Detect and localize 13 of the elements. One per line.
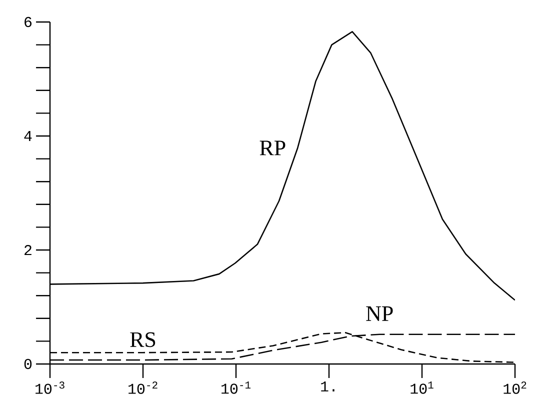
x-tick-label: 10$^{-1}$ <box>222 382 251 394</box>
x-tick-label: 10$^{2}$ <box>504 382 526 394</box>
y-tick-label: 0 <box>24 358 32 370</box>
series-label: NP <box>366 306 393 321</box>
x-tick-label: 10$^{-3}$ <box>36 382 64 394</box>
y-tick-label: 2 <box>24 244 32 256</box>
x-tick-label: 10$^{1}$ <box>410 382 434 394</box>
y-tick-label: 4 <box>24 131 32 141</box>
x-tick-label: 1. <box>321 382 334 392</box>
x-tick-label: 10$^{-2}$ <box>128 382 158 394</box>
y-tick-label: 6 <box>24 16 32 28</box>
series-label: RP <box>260 140 286 156</box>
series-label: RS <box>130 332 156 348</box>
